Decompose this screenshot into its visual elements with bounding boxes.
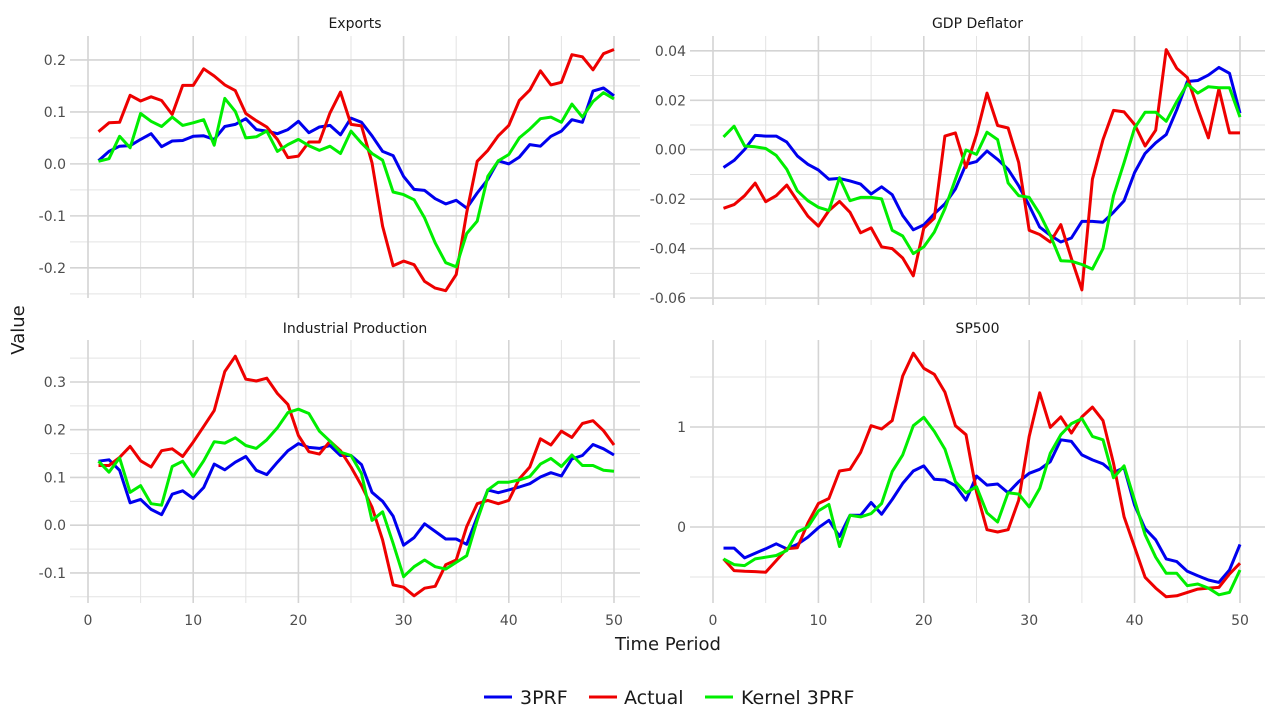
legend-label-kernel-3prf: Kernel 3PRF [741,687,854,709]
legend-label-actual: Actual [624,687,684,709]
series-line-kernel-3prf [722,415,1242,597]
y-tick-label: 0.04 [655,44,686,60]
series-line-actual [98,354,616,598]
y-tick-label: -0.02 [650,192,686,208]
x-tick-label: 30 [395,613,413,629]
y-tick-label: -0.2 [39,261,66,277]
y-tick-label: 0.00 [655,143,686,159]
series-line-kernel-3prf [97,407,615,579]
y-tick-label: 0.0 [44,157,66,173]
series-line-kernel-3prf [722,82,1242,271]
series-line-actual [722,351,1242,599]
panel-gdp-deflator: -0.06 -0.04 -0.02 0.00 0.02 0.04 GDP Deflator [650,16,1265,307]
y-tick-label: 0.1 [44,105,66,121]
y-tick-label: 0.2 [44,423,66,439]
legend-label-3prf: 3PRF [520,687,568,709]
x-tick-label: 10 [809,613,827,629]
y-tick-label: -0.04 [650,242,686,258]
series-line-kernel-3prf [98,91,615,269]
y-tick-label: 0.0 [44,518,66,534]
x-tick-label: 40 [1126,613,1144,629]
x-tick-label: 50 [605,613,623,629]
panel-title: Industrial Production [283,321,428,337]
y-tick-label: 0 [677,520,686,536]
x-axis-label: Time Period [614,634,721,655]
y-tick-label: 0.3 [44,375,66,391]
x-tick-label: 0 [84,613,93,629]
y-tick-label: 1 [677,420,686,436]
x-tick-label: 0 [709,613,718,629]
y-tick-label: -0.06 [650,291,686,307]
y-tick-label: -0.1 [39,209,66,225]
panel-industrial-production: -0.1 0.0 0.1 0.2 0.3 0 10 20 30 40 50 Industrial Pr… [39,321,640,629]
y-tick-label: 0.02 [655,93,686,109]
series-line-3prf [98,442,615,547]
x-tick-label: 50 [1231,613,1249,629]
panel-title: Exports [328,16,381,32]
x-tick-label: 30 [1020,613,1038,629]
y-tick-label: 0.1 [44,470,66,486]
panel-title: GDP Deflator [932,16,1023,32]
x-tick-label: 20 [289,613,307,629]
series-line-3prf [723,438,1242,584]
y-tick-label: -0.1 [39,566,66,582]
y-axis-label: Value [8,305,29,354]
x-tick-label: 10 [184,613,202,629]
legend: 3PRF Actual Kernel 3PRF [484,687,854,709]
series-line-actual [723,48,1240,292]
panel-exports: -0.2 -0.1 0.0 0.1 0.2 Exports [39,16,640,298]
series-line-actual [97,48,615,293]
series-line-3prf [722,65,1242,244]
panel-title: SP500 [955,321,999,337]
x-tick-label: 40 [500,613,518,629]
x-tick-label: 20 [915,613,933,629]
series-line-3prf [97,86,615,210]
y-tick-label: 0.2 [44,53,66,69]
